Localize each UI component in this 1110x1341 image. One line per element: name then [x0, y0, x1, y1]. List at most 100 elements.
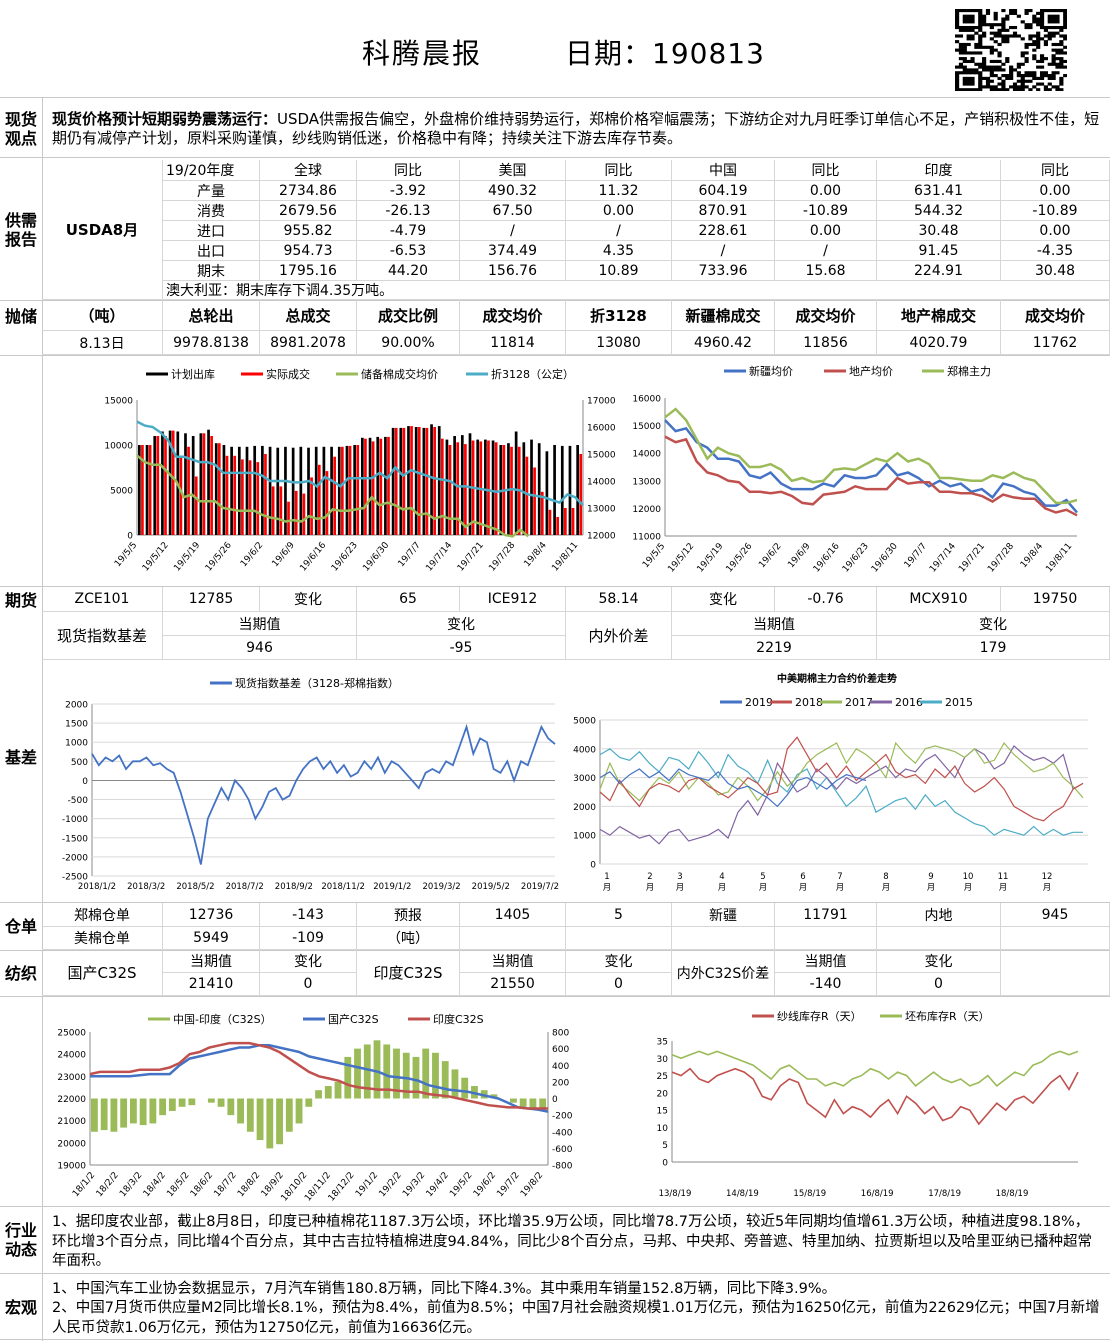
x-tick-label: 18/8/2 — [236, 1171, 262, 1200]
bar-spread — [324, 1086, 332, 1099]
x-tick-label: 17/8/19 — [928, 1189, 961, 1199]
x-tick-label: 14/8/19 — [726, 1189, 759, 1199]
x-tick-label: 19/8/11 — [1044, 542, 1074, 575]
bar-actual — [433, 427, 436, 535]
futures-cell: MCX910 — [877, 587, 1001, 612]
bar-spread — [295, 1098, 303, 1124]
bar-plan — [568, 445, 572, 535]
section-macro: 宏观 — [4, 1297, 37, 1317]
india-c32s-label: 印度C32S — [357, 950, 460, 996]
bar-actual — [202, 433, 206, 535]
supply-cell: 631.41 — [877, 181, 1001, 201]
yarn-right-tick-label: -200 — [552, 1112, 573, 1122]
legend-label: 2016 — [895, 696, 923, 709]
bar-actual — [525, 456, 529, 535]
supply-cell: 67.50 — [460, 201, 566, 221]
bar-actual — [371, 441, 375, 535]
bar-spread — [276, 1098, 283, 1145]
bar-spread — [519, 1098, 527, 1107]
bar-plan — [199, 433, 203, 535]
legend-label: 坯布库存R（天） — [905, 1009, 990, 1023]
bar-plan — [230, 446, 233, 535]
bar-plan — [530, 439, 533, 535]
reserve-left-tick-label: 5000 — [110, 487, 133, 497]
bar-spread — [159, 1098, 167, 1116]
x-tick-label: 19/8/4 — [523, 540, 549, 569]
bar-spread — [207, 1098, 215, 1103]
bar-plan — [460, 435, 464, 535]
legend-label: 2019 — [745, 696, 773, 709]
x-tick-label: 19/2/2 — [378, 1171, 404, 1200]
yarn-right-tick-label: -400 — [552, 1128, 573, 1138]
c32s-spread-label: 内外C32S价差 — [672, 950, 775, 996]
bar-actual — [333, 456, 337, 535]
section-industry: 行业 动态 — [4, 1221, 37, 1259]
bar-spread — [305, 1098, 313, 1107]
line-series — [599, 736, 1084, 822]
basis-tick-label: 1500 — [65, 720, 88, 730]
bar-spread — [441, 1061, 449, 1099]
bar-plan — [445, 439, 449, 535]
line-series — [664, 419, 1078, 514]
bar-spread — [422, 1048, 430, 1099]
bar-plan — [337, 446, 341, 535]
supply-cell: -3.92 — [357, 181, 460, 201]
x-tick-label: 2018/3/2 — [127, 882, 165, 892]
x-tick-label: 月 — [1043, 883, 1052, 893]
basis-tick-label: -2500 — [62, 873, 88, 883]
bar-actual — [241, 459, 244, 535]
bar-plan — [361, 437, 364, 535]
price-tick-label: 11000 — [632, 533, 661, 543]
basis-tick-label: -1000 — [62, 815, 88, 825]
reserve-value-cell: 4960.42 — [672, 331, 775, 355]
bar-actual — [510, 446, 513, 535]
bar-spread — [373, 1040, 381, 1099]
x-tick-label: 16/8/19 — [861, 1189, 894, 1199]
report-title: 科腾晨报 — [362, 37, 483, 70]
bar-spread — [129, 1098, 137, 1124]
supply-cell: 870.91 — [672, 201, 775, 221]
x-tick-label: 9 — [928, 872, 933, 882]
bar-plan — [161, 431, 164, 535]
supply-header-cell: 同比 — [357, 160, 460, 181]
x-tick-label: 19/7/28 — [986, 541, 1016, 574]
bar-spread — [461, 1077, 469, 1099]
stock-tick-label: 20 — [657, 1089, 669, 1099]
line-series — [599, 744, 1084, 845]
x-tick-label: 18/8/19 — [996, 1189, 1029, 1199]
reserve-right-tick-label: 12000 — [587, 532, 616, 542]
bar-plan — [207, 429, 210, 535]
line-series — [89, 1041, 548, 1110]
bar-plan — [268, 446, 272, 535]
bar-actual — [487, 440, 490, 535]
bar-plan — [168, 430, 172, 535]
reserve-header-cell: 新疆棉成交 — [672, 300, 775, 331]
legend-label: 计划出库 — [171, 367, 215, 381]
bar-plan — [184, 433, 187, 535]
legend-label: 中国-印度（C32S） — [173, 1012, 272, 1026]
supply-cell: 0.00 — [566, 201, 672, 221]
warehouse-cell: （吨） — [357, 927, 460, 950]
textile-value: -140 — [775, 973, 877, 996]
supply-cell: 490.32 — [460, 181, 566, 201]
price-tick-label: 12000 — [632, 505, 661, 515]
bar-actual — [425, 427, 429, 535]
bar-spread — [363, 1044, 371, 1099]
reserve-value-cell: 9978.8138 — [163, 331, 260, 355]
spread-tick-label: 1000 — [573, 832, 596, 842]
x-tick-label: 2019/1/2 — [373, 882, 411, 892]
yarn-left-tick-label: 25000 — [57, 1029, 86, 1039]
stock-tick-label: 25 — [657, 1072, 668, 1082]
textile-header: 变化 — [566, 950, 672, 973]
legend-label: 2018 — [795, 696, 823, 709]
spread-tick-label: 2000 — [573, 803, 596, 813]
bar-actual — [464, 444, 467, 535]
x-tick-label: 19/6/16 — [298, 540, 328, 573]
x-tick-label: 19/6/9 — [271, 540, 297, 569]
basis-tick-label: 2000 — [65, 701, 88, 711]
yarn-left-tick-label: 21000 — [57, 1117, 86, 1127]
bar-plan — [353, 445, 357, 535]
x-tick-label: 月 — [964, 883, 973, 893]
bar-plan — [576, 445, 580, 535]
